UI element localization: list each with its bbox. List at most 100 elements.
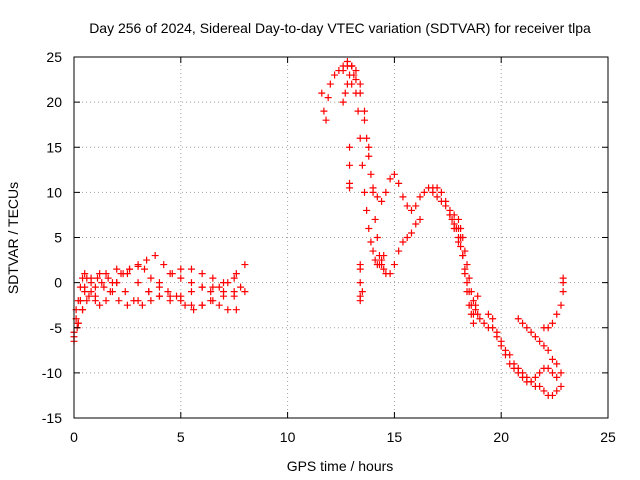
- data-point: [437, 188, 445, 196]
- data-point: [559, 274, 567, 282]
- data-point: [91, 283, 99, 291]
- data-point: [241, 288, 249, 296]
- data-point: [220, 279, 228, 287]
- data-point: [371, 215, 379, 223]
- data-point: [207, 297, 215, 305]
- data-point: [356, 265, 364, 273]
- data-point: [346, 143, 354, 151]
- grid-layer: [74, 57, 608, 418]
- data-point: [395, 179, 403, 187]
- data-point: [519, 373, 527, 381]
- data-point: [480, 319, 488, 327]
- y-tick-label: 0: [54, 275, 62, 291]
- data-point: [527, 328, 535, 336]
- data-point: [134, 279, 142, 287]
- data-point: [399, 193, 407, 201]
- data-point: [457, 243, 465, 251]
- data-point: [407, 229, 415, 237]
- y-tick-label: -15: [42, 410, 62, 426]
- data-point: [177, 265, 185, 273]
- data-point: [356, 279, 364, 287]
- data-point: [448, 215, 456, 223]
- x-tick-label: 5: [177, 429, 185, 445]
- data-point: [390, 261, 398, 269]
- data-point: [173, 292, 181, 300]
- data-point: [177, 274, 185, 282]
- data-point: [113, 279, 121, 287]
- data-point: [140, 265, 148, 273]
- data-point: [198, 283, 206, 291]
- data-point: [209, 274, 217, 282]
- data-point: [553, 310, 561, 318]
- data-point: [553, 373, 561, 381]
- data-point: [553, 387, 561, 395]
- data-point: [358, 288, 366, 296]
- data-point: [106, 288, 114, 296]
- data-point: [557, 382, 565, 390]
- data-point: [433, 184, 441, 192]
- data-point: [187, 279, 195, 287]
- data-point: [187, 288, 195, 296]
- data-point: [326, 80, 334, 88]
- data-point: [346, 161, 354, 169]
- data-point: [474, 292, 482, 300]
- y-tick-label: 20: [46, 94, 62, 110]
- data-point: [220, 288, 228, 296]
- data-point: [373, 234, 381, 241]
- data-point: [166, 270, 174, 278]
- x-tick-label: 15: [387, 429, 403, 445]
- data-point: [412, 202, 420, 210]
- data-point: [360, 188, 368, 196]
- data-point: [85, 292, 93, 300]
- data-point: [454, 224, 462, 232]
- data-point: [207, 288, 215, 296]
- data-point: [155, 279, 163, 287]
- data-point: [224, 306, 232, 314]
- data-point: [559, 288, 567, 296]
- data-point: [102, 270, 110, 278]
- y-tick-label: -5: [50, 320, 63, 336]
- data-point: [190, 306, 198, 314]
- data-point: [96, 301, 104, 309]
- data-point: [339, 98, 347, 106]
- y-tick-label: 5: [54, 230, 62, 246]
- x-tick-label: 25: [600, 429, 616, 445]
- data-point: [493, 328, 501, 336]
- data-point: [467, 310, 475, 318]
- data-point: [514, 369, 522, 377]
- data-point: [339, 67, 347, 75]
- data-point: [461, 270, 469, 278]
- data-point: [446, 211, 454, 219]
- data-point: [489, 315, 497, 323]
- data-point: [91, 292, 99, 300]
- data-point: [117, 270, 125, 278]
- data-point: [113, 265, 121, 273]
- data-point: [365, 143, 373, 151]
- y-tick-label: -10: [42, 365, 62, 381]
- data-point: [79, 306, 87, 314]
- data-point: [378, 197, 386, 205]
- data-point: [230, 274, 238, 282]
- data-point: [416, 215, 424, 223]
- data-point: [348, 80, 356, 88]
- data-point: [497, 342, 505, 350]
- data-point: [510, 364, 518, 372]
- data-point: [536, 337, 544, 345]
- data-point: [100, 283, 108, 291]
- data-point: [519, 319, 527, 327]
- data-point: [527, 378, 535, 386]
- data-point: [454, 215, 462, 223]
- points-layer: [70, 58, 567, 399]
- data-point: [540, 342, 548, 350]
- data-point: [375, 261, 383, 269]
- data-point: [548, 319, 556, 327]
- data-point: [215, 301, 223, 309]
- x-tick-label: 0: [70, 429, 78, 445]
- data-point: [360, 116, 368, 124]
- data-point: [187, 301, 195, 309]
- data-point: [380, 252, 388, 260]
- data-point: [548, 391, 556, 399]
- data-point: [463, 261, 471, 269]
- data-point: [459, 252, 467, 260]
